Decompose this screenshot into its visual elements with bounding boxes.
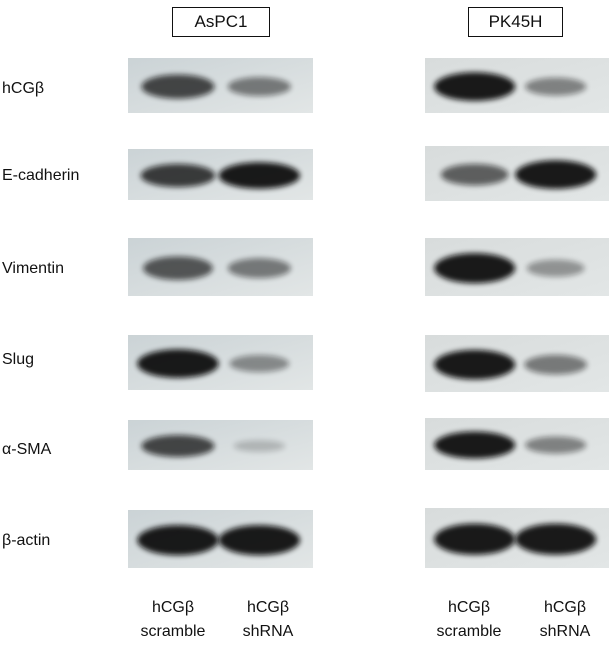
blot-svg <box>425 508 609 568</box>
blot-aspc1-e-cadherin <box>128 149 313 200</box>
blot-svg <box>425 418 609 470</box>
blot-aspc1-slug <box>128 335 313 390</box>
lane-label-line2: shRNA <box>539 623 591 640</box>
band-lane-1 <box>141 74 215 99</box>
lane-label-line1: hCGβ <box>543 599 587 616</box>
band-lane-2 <box>525 436 587 454</box>
lane-label-line2: shRNA <box>242 623 294 640</box>
row-label-a-sma: α-SMA <box>2 441 52 458</box>
blot-aspc1-a-sma <box>128 420 313 470</box>
lane-label-aspc1-shrna: hCGβ shRNA <box>223 596 313 644</box>
blot-svg <box>425 146 609 201</box>
blot-svg <box>128 238 313 296</box>
band-lane-1 <box>143 256 213 280</box>
lane-label-line1: hCGβ <box>151 599 195 616</box>
band-lane-1 <box>137 525 219 556</box>
panel-label-aspc1: AsPC1 <box>172 7 270 37</box>
band-lane-1 <box>434 523 516 555</box>
blot-pk45h-e-cadherin <box>425 146 609 201</box>
band-lane-1 <box>434 349 516 380</box>
blot-pk45h-vimentin <box>425 238 609 296</box>
blot-svg <box>128 510 313 568</box>
band-lane-2 <box>515 160 597 189</box>
lane-label-aspc1-scramble: hCGβ scramble <box>128 596 218 644</box>
band-lane-2 <box>227 77 291 97</box>
band-lane-1 <box>137 349 219 378</box>
band-lane-1 <box>434 253 516 284</box>
blot-aspc1-b-actin <box>128 510 313 568</box>
band-lane-2 <box>218 162 301 189</box>
row-label-e-cadherin: E-cadherin <box>2 167 80 184</box>
band-lane-1 <box>434 72 516 101</box>
band-lane-2 <box>233 440 286 452</box>
row-label-slug: Slug <box>2 351 35 368</box>
blot-svg <box>425 238 609 296</box>
band-lane-2 <box>524 354 588 375</box>
lane-label-line1: hCGβ <box>246 599 290 616</box>
band-lane-1 <box>434 431 516 459</box>
band-lane-2 <box>229 355 290 373</box>
lane-label-line1: hCGβ <box>447 599 491 616</box>
lane-label-line2: scramble <box>436 623 502 640</box>
band-lane-1 <box>440 163 509 186</box>
blot-svg <box>425 58 609 113</box>
lane-label-pk45h-scramble: hCGβ scramble <box>424 596 514 644</box>
band-lane-1 <box>140 163 216 188</box>
band-lane-2 <box>525 77 587 96</box>
blot-svg <box>128 58 313 113</box>
row-label-vimentin: Vimentin <box>2 260 64 277</box>
lane-label-line2: scramble <box>140 623 206 640</box>
blot-svg <box>425 335 609 392</box>
band-lane-2 <box>227 258 291 279</box>
band-lane-2 <box>515 523 597 555</box>
blot-pk45h-a-sma <box>425 418 609 470</box>
blot-svg <box>128 149 313 200</box>
row-label-hcgb: hCGβ <box>2 80 45 97</box>
panel-label-pk45h: PK45H <box>468 7 563 37</box>
band-lane-2 <box>526 259 585 277</box>
blot-pk45h-hcgb <box>425 58 609 113</box>
blot-pk45h-b-actin <box>425 508 609 568</box>
lane-label-pk45h-shrna: hCGβ shRNA <box>520 596 610 644</box>
blot-aspc1-vimentin <box>128 238 313 296</box>
band-lane-2 <box>218 525 301 556</box>
blot-aspc1-hcgb <box>128 58 313 113</box>
blot-pk45h-slug <box>425 335 609 392</box>
blot-svg <box>128 420 313 470</box>
blot-svg <box>128 335 313 390</box>
band-lane-1 <box>141 435 215 457</box>
row-label-b-actin: β-actin <box>2 532 51 549</box>
